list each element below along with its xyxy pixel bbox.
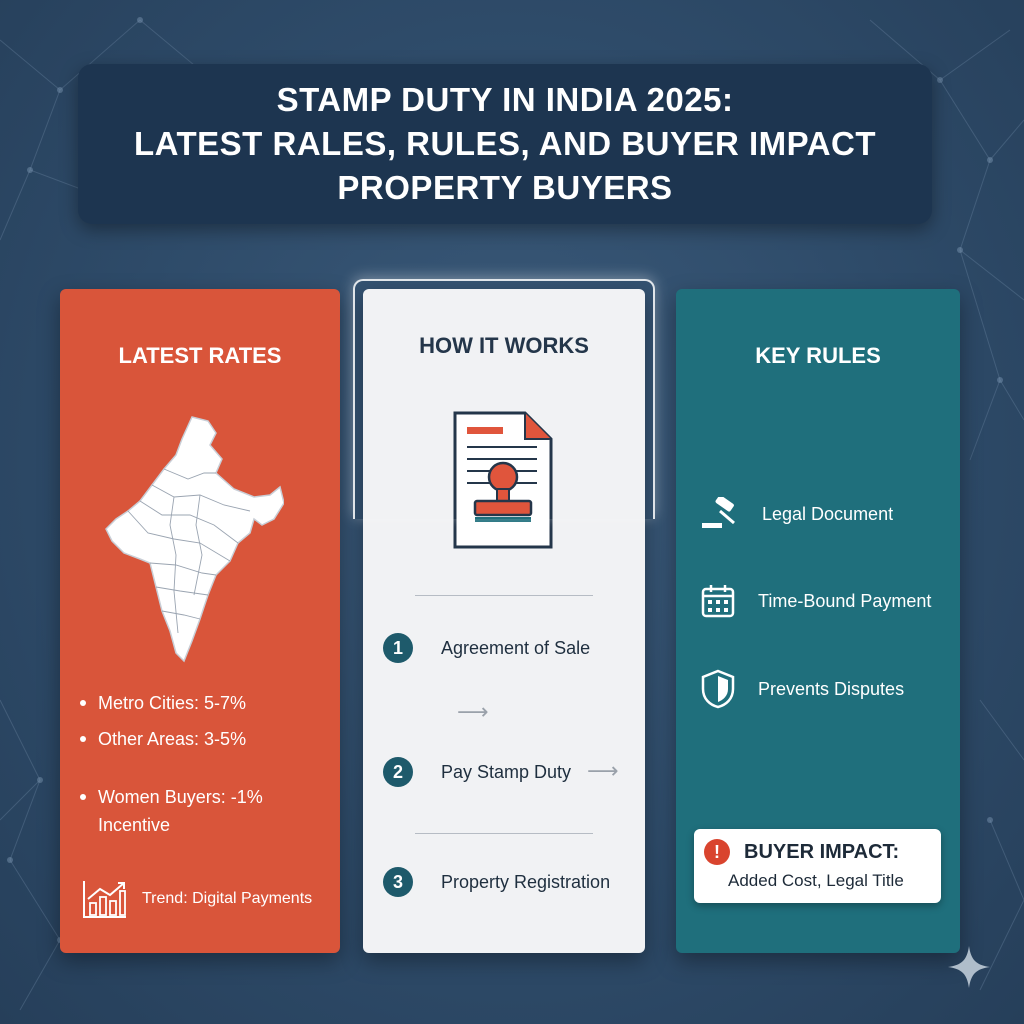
alert-icon: ! [704,839,730,865]
arrow-right-icon: ⟶ [587,758,619,783]
divider [415,833,593,834]
title-banner: STAMP DUTY IN INDIA 2025: LATEST RALES, … [78,64,932,224]
title-line-1: STAMP DUTY IN INDIA 2025: [276,81,734,118]
step-label: Agreement of Sale [441,637,591,658]
how-it-works-panel: HOW IT WORKS 1 Agreement of Sale ⟶ 2 Pay… [363,289,645,953]
title-line-2: LATEST RALES, RULES, AND BUYER IMPACT [133,125,877,162]
trend-row: Trend: Digital Payments [82,879,312,919]
rates-metro-text: Metro Cities: 5-7% [98,693,247,713]
title-line-3: PROPERTY BUYERS [337,169,673,206]
calendar-icon [701,585,735,618]
bullet-dot-icon [80,794,86,800]
latest-rates-panel: LATEST RATES Metro Cities: 5-7% Other Ar… [60,289,340,953]
rates-women-text: Women Buyers: -1% [98,787,263,807]
latest-rates-heading: LATEST RATES [118,343,282,368]
step-number: 1 [383,633,413,663]
gavel-icon [702,497,735,528]
arrow-right-icon: ⟶ [457,699,489,724]
step-number: 3 [383,867,413,897]
rule-label: Legal Document [762,503,894,524]
step-3: 3 Property Registration [383,867,610,897]
rates-bullet-women: Women Buyers: -1% Incentive [80,783,263,839]
rates-other-text: Other Areas: 3-5% [98,729,247,749]
bullet-dot-icon [80,736,86,742]
buyer-impact-card: ! BUYER IMPACT: Added Cost, Legal Title [694,829,941,903]
rule-label: Prevents Disputes [758,678,905,699]
step-2: 2 Pay Stamp Duty [383,757,571,787]
sparkle-icon [948,946,990,988]
shield-icon [701,669,735,709]
rule-label: Time-Bound Payment [758,590,932,611]
step-label: Property Registration [441,871,611,892]
step-1: 1 Agreement of Sale [383,633,590,663]
buyer-impact-text: Added Cost, Legal Title [728,871,904,890]
rates-bullet-metro: Metro Cities: 5-7% [80,689,246,717]
key-rules-panel: KEY RULES Legal Document Time-Bound Paym… [676,289,960,953]
buyer-impact-title: BUYER IMPACT: [744,841,900,863]
india-map-icon [105,416,284,663]
rates-bullet-other: Other Areas: 3-5% [80,725,246,753]
bullet-dot-icon [80,700,86,706]
key-rules-heading: KEY RULES [755,343,881,368]
rates-incentive-text: Incentive [98,815,171,835]
trend-chart-icon [83,881,126,918]
stamp-document-icon [453,411,553,549]
rule-prevents-disputes: Prevents Disputes [700,669,904,709]
trend-text: Trend: Digital Payments [142,890,313,907]
step-label: Pay Stamp Duty [441,761,572,782]
rule-legal-document: Legal Document [700,497,893,531]
step-number: 2 [383,757,413,787]
divider [415,595,593,596]
how-it-works-heading: HOW IT WORKS [419,333,589,358]
rule-time-bound-payment: Time-Bound Payment [700,583,931,619]
